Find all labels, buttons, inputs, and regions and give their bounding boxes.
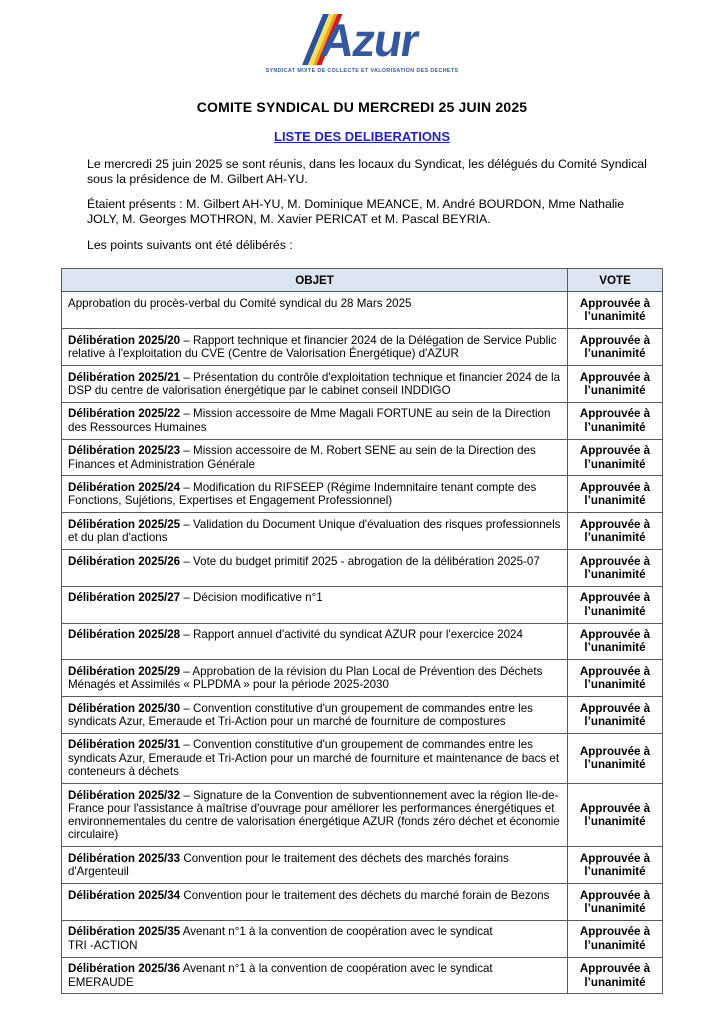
svg-text:Azur: Azur [317,14,423,66]
